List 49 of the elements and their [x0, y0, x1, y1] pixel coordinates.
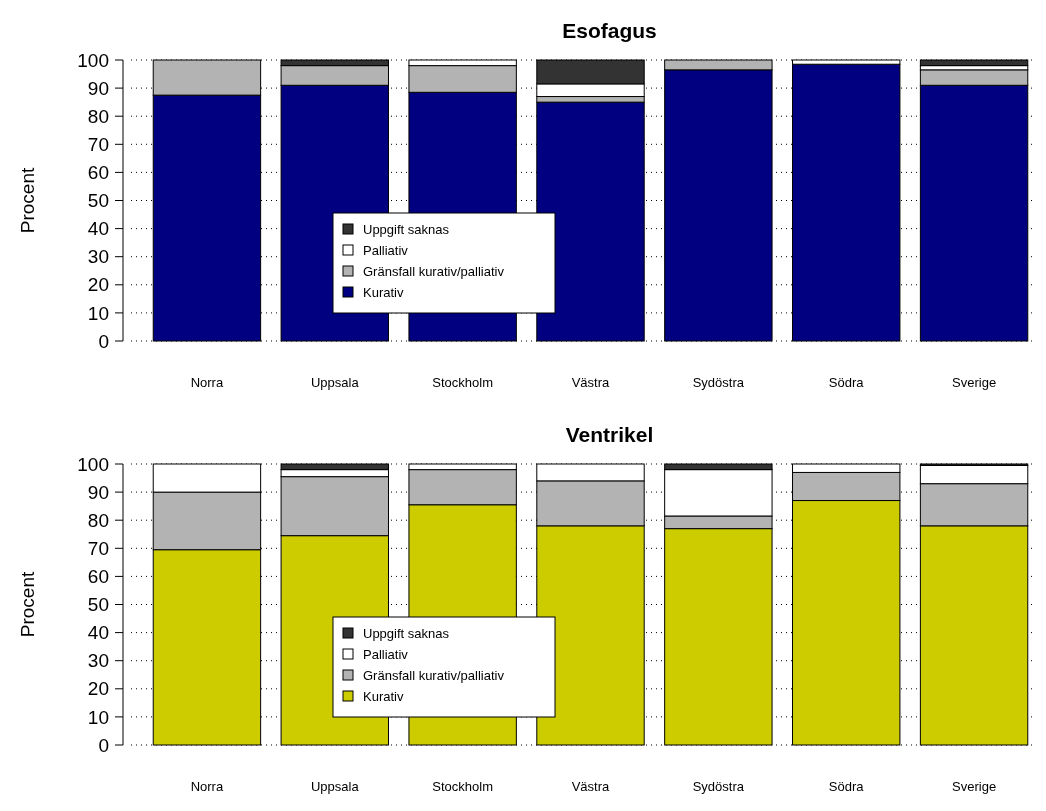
y-tick-label: 90 [87, 77, 109, 99]
y-tick-label: 10 [87, 302, 109, 324]
x-tick-label: Södra [828, 779, 865, 794]
legend-label: Kurativ [363, 688, 404, 704]
y-tick-label: 50 [87, 594, 109, 616]
x-tick-label: Norra [190, 375, 224, 390]
y-tick-label: 100 [77, 49, 109, 71]
y-tick-label: 40 [87, 218, 109, 240]
y-tick-label: 0 [98, 330, 109, 352]
y-tick-label: 30 [87, 650, 109, 672]
x-tick-label: Norra [190, 779, 224, 794]
chart-title: Ventrikel [565, 423, 654, 446]
y-tick-label: 40 [87, 622, 109, 644]
y-axis-title: Procent [17, 167, 38, 234]
x-tick-label: Sverige [952, 375, 997, 390]
y-tick-label: 0 [98, 734, 109, 756]
x-tick-label: Uppsala [310, 779, 360, 794]
y-tick-label: 90 [87, 481, 109, 503]
legend-label: Gränsfall kurativ/palliativ [363, 667, 505, 683]
y-tick-label: 20 [87, 678, 109, 700]
y-tick-label: 70 [87, 537, 109, 559]
legend-label: Uppgift saknas [363, 221, 450, 237]
legend-label: Palliativ [363, 646, 409, 662]
x-tick-label: Stockholm [432, 779, 493, 794]
y-axis-title: Procent [17, 571, 38, 638]
y-tick-label: 30 [87, 246, 109, 268]
y-tick-label: 50 [87, 190, 109, 212]
x-tick-label: Västra [571, 375, 611, 390]
x-tick-label: Sverige [952, 779, 997, 794]
y-tick-label: 100 [77, 453, 109, 475]
y-tick-label: 80 [87, 105, 109, 127]
y-tick-label: 60 [87, 566, 109, 588]
x-tick-label: Sydöstra [692, 375, 745, 390]
x-tick-label: Stockholm [432, 375, 493, 390]
x-tick-label: Västra [571, 779, 611, 794]
chart-title: Esofagus [562, 19, 657, 42]
y-tick-label: 20 [87, 274, 109, 296]
x-tick-label: Sydöstra [692, 779, 745, 794]
x-tick-label: Södra [828, 375, 865, 390]
legend-label: Uppgift saknas [363, 625, 450, 641]
bar [919, 59, 1029, 67]
x-tick-label: Uppsala [310, 375, 360, 390]
y-tick-label: 70 [87, 133, 109, 155]
legend-label: Gränsfall kurativ/palliativ [363, 263, 505, 279]
y-tick-label: 60 [87, 162, 109, 184]
legend-label: Kurativ [363, 284, 404, 300]
legend-label: Palliativ [363, 242, 409, 258]
y-tick-label: 10 [87, 706, 109, 728]
y-tick-label: 80 [87, 509, 109, 531]
